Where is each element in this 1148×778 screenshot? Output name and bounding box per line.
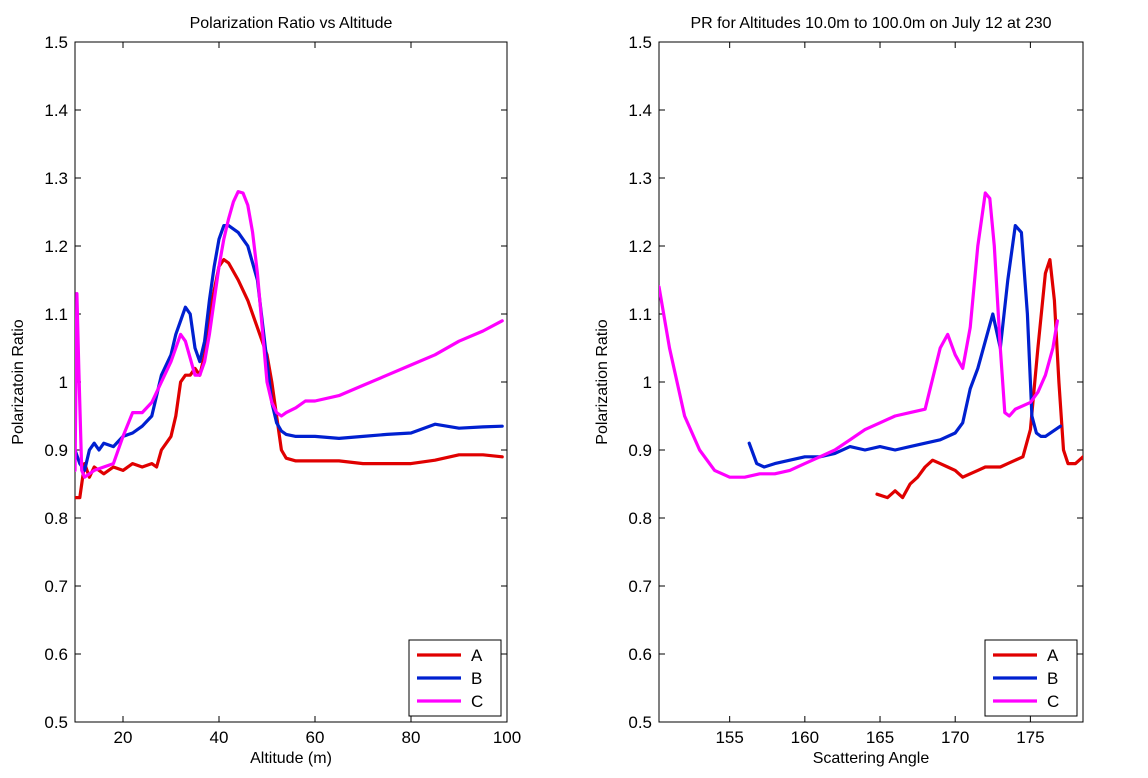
y-tick-label: 1.2: [628, 237, 652, 256]
y-tick-label: 1.1: [44, 305, 68, 324]
y-tick-label: 1.5: [44, 33, 68, 52]
x-tick-label: 155: [715, 728, 743, 747]
plot-area-frame: [658, 41, 1084, 723]
series-line-a: [875, 258, 1083, 500]
y-tick-label: 0.7: [44, 577, 68, 596]
legend-label-a: A: [471, 646, 483, 665]
y-axis-label: Polarizatoin Ratio: [10, 319, 27, 445]
x-tick-label: 40: [210, 728, 229, 747]
chart-title: PR for Altitudes 10.0m to 100.0m on July…: [690, 15, 1051, 32]
legend: ABC: [984, 639, 1078, 717]
left-chart-panel: 0.5 0.6 0.7 0.8 0.9 1 1.1 1.2 1.3 1.4 1.5 20 40 60 80 1…: [10, 15, 521, 767]
right-chart-panel: 0.5 0.6 0.7 0.8 0.9 1 1.1 1.2 1.3 1.4 1.5 155 160 165…: [594, 15, 1084, 767]
legend-label-a: A: [1047, 646, 1059, 665]
x-tick-label: 80: [402, 728, 421, 747]
y-tick-label: 1.4: [628, 101, 652, 120]
legend: ABC: [408, 639, 502, 717]
y-tick-label: 1: [59, 373, 68, 392]
series-line-b: [75, 224, 504, 472]
y-tick-label: 1.5: [628, 33, 652, 52]
y-tick-label: 0.8: [44, 509, 68, 528]
y-tick-label: 0.6: [628, 645, 652, 664]
series-lines: [75, 190, 504, 500]
y-tick-label: 1.1: [628, 305, 652, 324]
y-tick-label: 1.2: [44, 237, 68, 256]
series-line-b: [747, 224, 1063, 469]
y-tick-label: 0.9: [628, 441, 652, 460]
legend-label-c: C: [471, 692, 483, 711]
series-line-c: [659, 191, 1060, 479]
y-tick-label: 1: [643, 373, 652, 392]
x-tick-label: 160: [791, 728, 819, 747]
y-tick-label: 0.5: [628, 713, 652, 732]
x-tick-label: 175: [1016, 728, 1044, 747]
y-tick-label: 1.4: [44, 101, 68, 120]
chart-title: Polarization Ratio vs Altitude: [190, 15, 393, 32]
x-axis-label: Scattering Angle: [813, 750, 930, 767]
y-axis-label: Polarization Ratio: [594, 319, 611, 445]
y-tick-label: 0.5: [44, 713, 68, 732]
series-lines: [659, 191, 1083, 500]
x-tick-label: 60: [306, 728, 325, 747]
y-tick-label: 0.9: [44, 441, 68, 460]
plot-area-frame: [74, 41, 508, 723]
x-tick-label: 170: [941, 728, 969, 747]
y-tick-label: 1.3: [628, 169, 652, 188]
legend-label-b: B: [1047, 669, 1058, 688]
series-line-c: [75, 190, 504, 479]
x-tick-label: 20: [114, 728, 133, 747]
x-tick-label: 100: [493, 728, 521, 747]
x-tick-label: 165: [866, 728, 894, 747]
x-axis-label: Altitude (m): [250, 750, 332, 767]
y-tick-label: 1.3: [44, 169, 68, 188]
y-tick-label: 0.7: [628, 577, 652, 596]
legend-label-c: C: [1047, 692, 1059, 711]
y-tick-label: 0.6: [44, 645, 68, 664]
y-tick-label: 0.8: [628, 509, 652, 528]
legend-label-b: B: [471, 669, 482, 688]
